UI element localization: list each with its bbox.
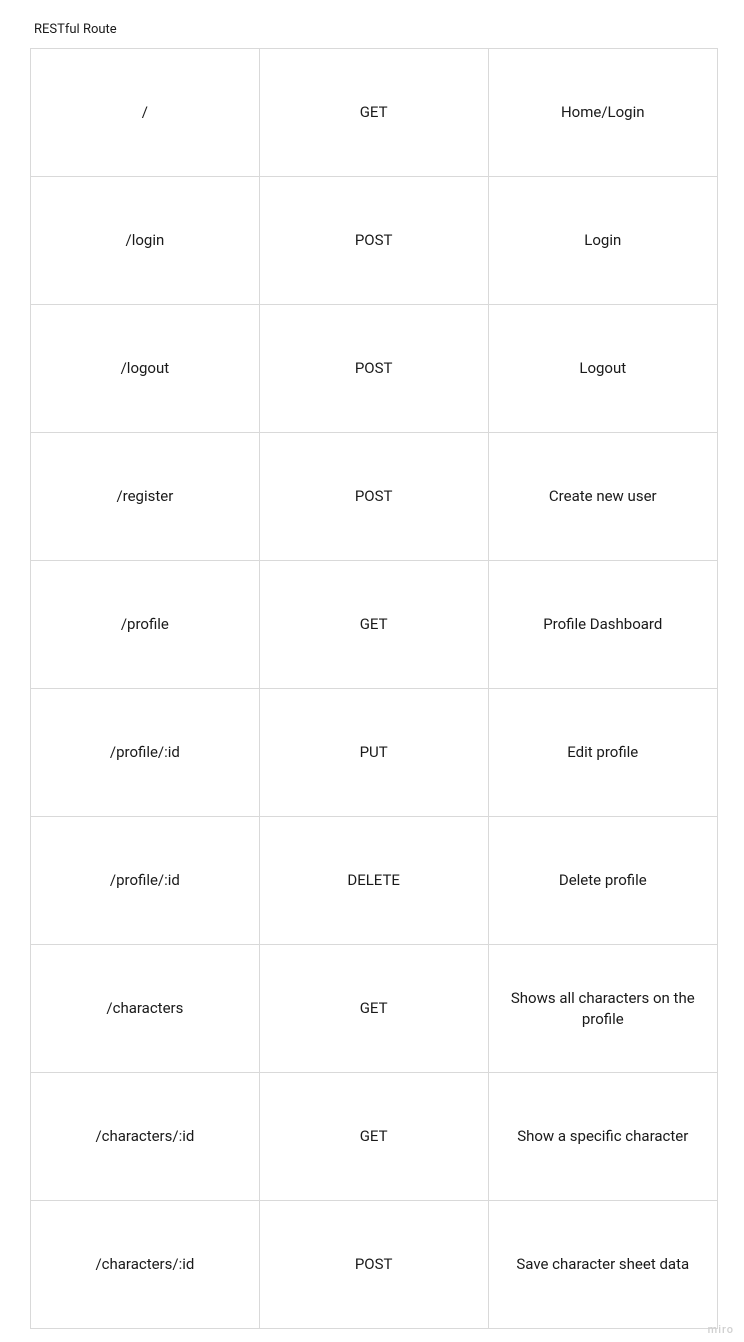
- table-row: /register POST Create new user: [31, 433, 718, 561]
- route-path-cell: /profile: [31, 561, 260, 689]
- route-method-cell: POST: [259, 177, 488, 305]
- table-row: /characters GET Shows all characters on …: [31, 945, 718, 1073]
- route-desc-cell: Profile Dashboard: [488, 561, 717, 689]
- route-method-cell: DELETE: [259, 817, 488, 945]
- route-method-cell: POST: [259, 433, 488, 561]
- route-method-cell: PUT: [259, 689, 488, 817]
- route-method-cell: GET: [259, 1073, 488, 1201]
- route-method-cell: GET: [259, 945, 488, 1073]
- route-desc-cell: Logout: [488, 305, 717, 433]
- route-desc-cell: Login: [488, 177, 717, 305]
- route-desc-cell: Shows all characters on the profile: [488, 945, 717, 1073]
- table-row: /characters/:id GET Show a specific char…: [31, 1073, 718, 1201]
- route-path-cell: /profile/:id: [31, 689, 260, 817]
- route-path-cell: /characters: [31, 945, 260, 1073]
- page-title: RESTful Route: [34, 22, 117, 37]
- route-desc-cell: Edit profile: [488, 689, 717, 817]
- route-method-cell: GET: [259, 49, 488, 177]
- route-method-cell: POST: [259, 1201, 488, 1329]
- route-path-cell: /characters/:id: [31, 1201, 260, 1329]
- table-row: /profile GET Profile Dashboard: [31, 561, 718, 689]
- route-desc-cell: Save character sheet data: [488, 1201, 717, 1329]
- table-row: /profile/:id DELETE Delete profile: [31, 817, 718, 945]
- route-path-cell: /logout: [31, 305, 260, 433]
- route-path-cell: /register: [31, 433, 260, 561]
- table-row: /characters/:id POST Save character shee…: [31, 1201, 718, 1329]
- route-method-cell: POST: [259, 305, 488, 433]
- routes-table: / GET Home/Login /login POST Login /logo…: [30, 48, 718, 1329]
- route-path-cell: /characters/:id: [31, 1073, 260, 1201]
- route-desc-cell: Show a specific character: [488, 1073, 717, 1201]
- route-desc-cell: Create new user: [488, 433, 717, 561]
- table-row: /logout POST Logout: [31, 305, 718, 433]
- route-path-cell: /profile/:id: [31, 817, 260, 945]
- route-path-cell: /login: [31, 177, 260, 305]
- route-method-cell: GET: [259, 561, 488, 689]
- route-desc-cell: Delete profile: [488, 817, 717, 945]
- watermark: miro: [708, 1323, 734, 1336]
- route-desc-cell: Home/Login: [488, 49, 717, 177]
- route-path-cell: /: [31, 49, 260, 177]
- table-row: / GET Home/Login: [31, 49, 718, 177]
- table-row: /profile/:id PUT Edit profile: [31, 689, 718, 817]
- routes-table-body: / GET Home/Login /login POST Login /logo…: [31, 49, 718, 1329]
- table-row: /login POST Login: [31, 177, 718, 305]
